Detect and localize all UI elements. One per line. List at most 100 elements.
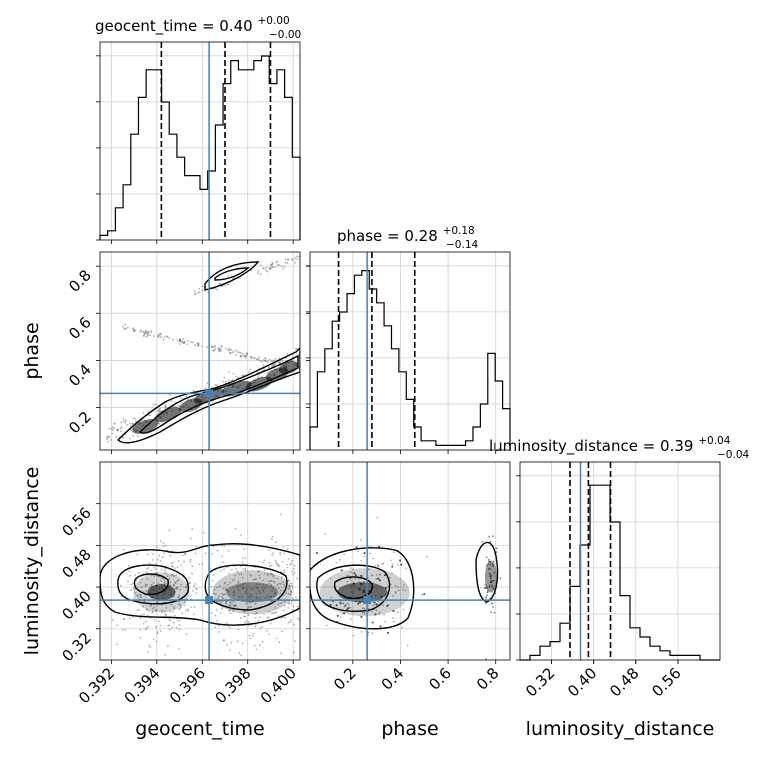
sample-point xyxy=(148,644,151,647)
contour-line xyxy=(100,543,300,626)
sample-point xyxy=(248,634,251,637)
sample-point xyxy=(343,612,346,615)
sample-point xyxy=(194,292,196,295)
sample-point xyxy=(488,584,491,587)
sample-point xyxy=(194,583,197,585)
sample-point xyxy=(122,420,125,423)
sample-point xyxy=(164,405,167,408)
sample-point xyxy=(249,573,252,576)
sample-point xyxy=(288,579,290,582)
sample-point xyxy=(113,427,116,430)
sample-point xyxy=(336,614,339,617)
sample-point xyxy=(218,350,221,352)
sample-point xyxy=(386,605,389,607)
sample-point xyxy=(128,437,131,440)
sample-point xyxy=(489,568,491,570)
sample-point xyxy=(159,332,162,335)
sample-point xyxy=(239,351,242,354)
sample-point xyxy=(344,604,347,607)
sample-point xyxy=(384,574,386,577)
sample-point xyxy=(124,419,127,422)
sample-point xyxy=(352,634,355,637)
sample-point xyxy=(253,356,256,359)
sample-point xyxy=(360,616,363,618)
sample-point xyxy=(353,572,356,575)
sample-point xyxy=(240,654,242,657)
density-cell xyxy=(221,380,252,397)
sample-point xyxy=(347,575,350,577)
sample-point xyxy=(360,616,363,618)
sample-point xyxy=(382,562,385,565)
sample-point xyxy=(162,578,165,581)
sample-point xyxy=(495,547,498,550)
sample-point xyxy=(181,340,184,343)
sample-point xyxy=(237,589,240,591)
sample-point xyxy=(349,567,352,570)
sample-point xyxy=(375,603,378,606)
sample-point xyxy=(244,567,247,570)
sample-point xyxy=(164,544,167,547)
sample-point xyxy=(180,583,183,586)
sample-point xyxy=(272,580,275,583)
sample-point xyxy=(371,621,374,624)
sample-point xyxy=(263,568,266,571)
sample-point xyxy=(215,608,218,611)
sample-point xyxy=(392,610,395,612)
sample-point xyxy=(254,602,257,605)
sample-point xyxy=(170,400,173,402)
sample-point xyxy=(272,612,275,615)
sample-point xyxy=(220,346,223,349)
x-tick-label: 0.32 xyxy=(522,664,558,700)
sample-point xyxy=(271,261,274,264)
sample-point xyxy=(343,612,346,615)
sample-point xyxy=(185,395,188,398)
sample-point xyxy=(198,563,201,566)
sample-point xyxy=(213,349,216,352)
sample-point xyxy=(400,563,403,566)
sample-point xyxy=(206,346,209,348)
sample-point xyxy=(186,343,189,345)
sample-point xyxy=(249,368,252,371)
sample-point xyxy=(145,331,148,333)
sample-point xyxy=(335,604,338,607)
sample-point xyxy=(371,632,374,635)
sample-point xyxy=(290,562,293,565)
sample-point xyxy=(263,613,265,616)
sample-point xyxy=(219,283,222,285)
sample-point xyxy=(167,624,169,627)
sample-point xyxy=(490,574,493,577)
sample-point xyxy=(277,263,280,266)
sample-point xyxy=(250,587,252,590)
sample-point xyxy=(386,605,389,607)
sample-point xyxy=(329,604,332,606)
sample-point xyxy=(483,587,486,589)
sample-point xyxy=(400,563,403,566)
sample-point xyxy=(386,605,389,607)
sample-point xyxy=(151,610,154,613)
sample-point xyxy=(272,574,275,577)
sample-point xyxy=(142,622,145,625)
sample-point xyxy=(347,603,350,606)
sample-point xyxy=(180,564,183,567)
sample-point xyxy=(486,591,489,594)
sample-point xyxy=(291,597,294,599)
sample-point xyxy=(224,593,227,595)
sample-point xyxy=(270,580,273,582)
sample-point xyxy=(400,563,403,566)
sample-point xyxy=(252,588,255,591)
sample-point xyxy=(360,574,363,577)
sample-point xyxy=(129,575,131,577)
sample-point xyxy=(343,606,346,608)
sample-point xyxy=(336,614,339,617)
sample-point xyxy=(276,583,279,586)
sample-point xyxy=(492,535,494,538)
sample-point xyxy=(169,619,172,622)
sample-point xyxy=(274,362,277,365)
sample-point xyxy=(378,545,380,548)
sample-point xyxy=(132,327,135,330)
sample-point xyxy=(329,577,332,580)
sample-point xyxy=(166,575,169,577)
sample-point xyxy=(346,575,348,577)
sample-point xyxy=(117,428,119,431)
sample-point xyxy=(239,356,242,358)
